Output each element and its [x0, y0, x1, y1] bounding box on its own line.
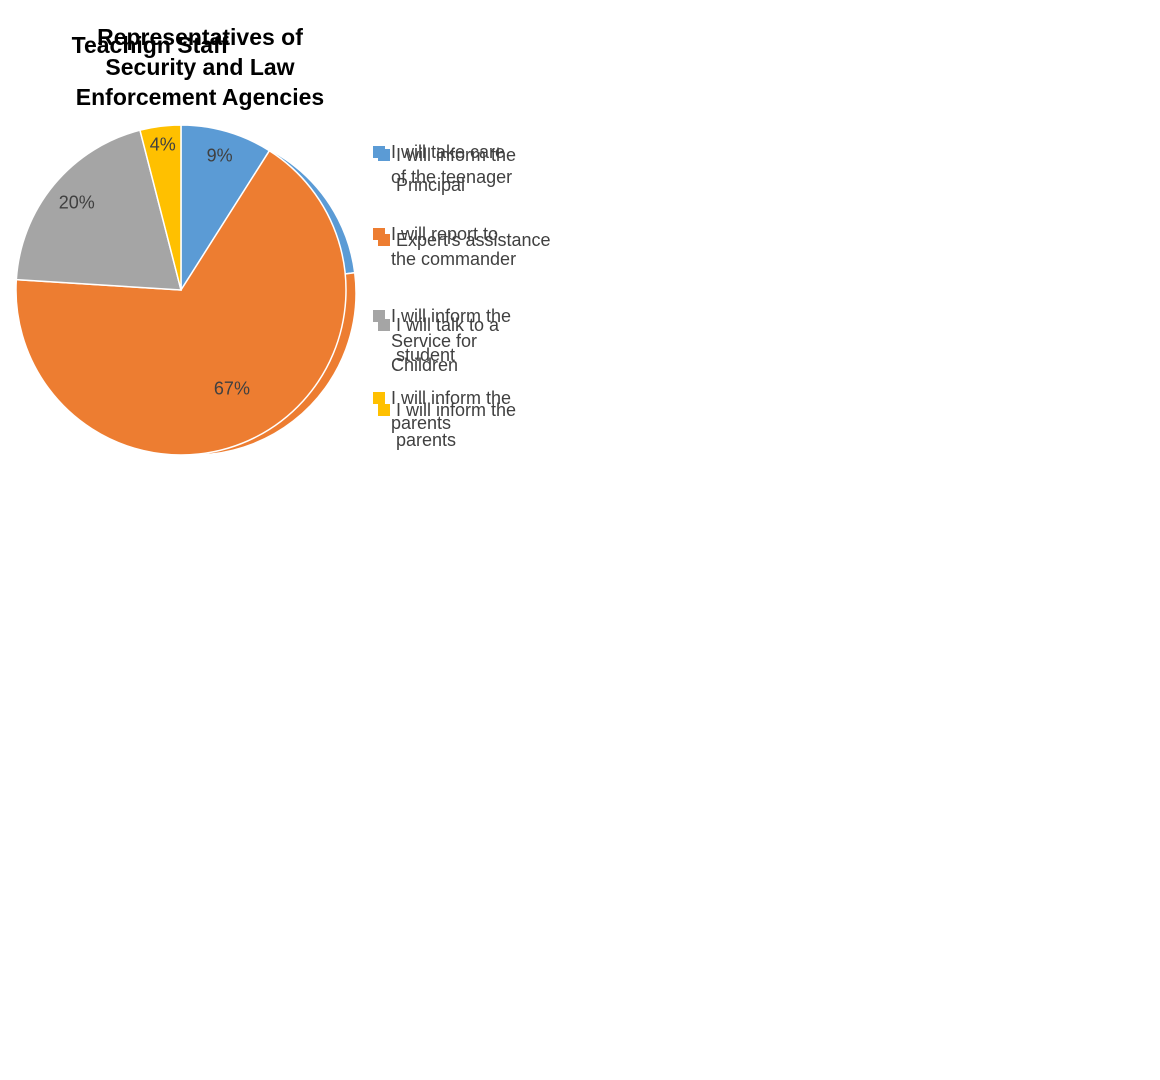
data-label: 67%	[214, 379, 250, 399]
data-label: 20%	[59, 193, 95, 213]
legend-label: I will inform the parents	[396, 400, 517, 450]
legend-swatch	[378, 404, 390, 416]
data-label: 4%	[150, 135, 176, 155]
legend-swatch	[373, 392, 385, 405]
legend-swatch	[373, 310, 385, 323]
pie-slice	[180, 124, 271, 293]
legend-swatch	[373, 228, 385, 241]
pie-slice	[139, 124, 182, 291]
chart-panel: Representatives of Security and Law Enfo…	[0, 24, 518, 1080]
legend-swatch	[373, 146, 385, 159]
legend-label: I will take care of the teenager	[391, 142, 513, 187]
legend-label: I will inform the parents	[391, 388, 512, 433]
chart-title: Teachign Staff	[71, 32, 229, 58]
data-label: 9%	[207, 146, 233, 166]
legend-label: Expert's assistance	[396, 230, 551, 250]
legend-label: I will inform the Principal	[396, 145, 517, 195]
chart-title: Representatives of Security and Law Enfo…	[75, 24, 325, 110]
legend-label: I will inform the Service for Children	[391, 306, 512, 375]
legend-label: I will report to the commander	[391, 224, 517, 269]
page: {"chart_data": [ {"type": "pie", "title"…	[16, 24, 551, 455]
pie: 9% 67% 20% 4%	[15, 124, 347, 456]
pie-slice	[15, 129, 182, 291]
legend-label: I will talk to a student	[396, 315, 500, 365]
pie-slice	[15, 149, 347, 456]
